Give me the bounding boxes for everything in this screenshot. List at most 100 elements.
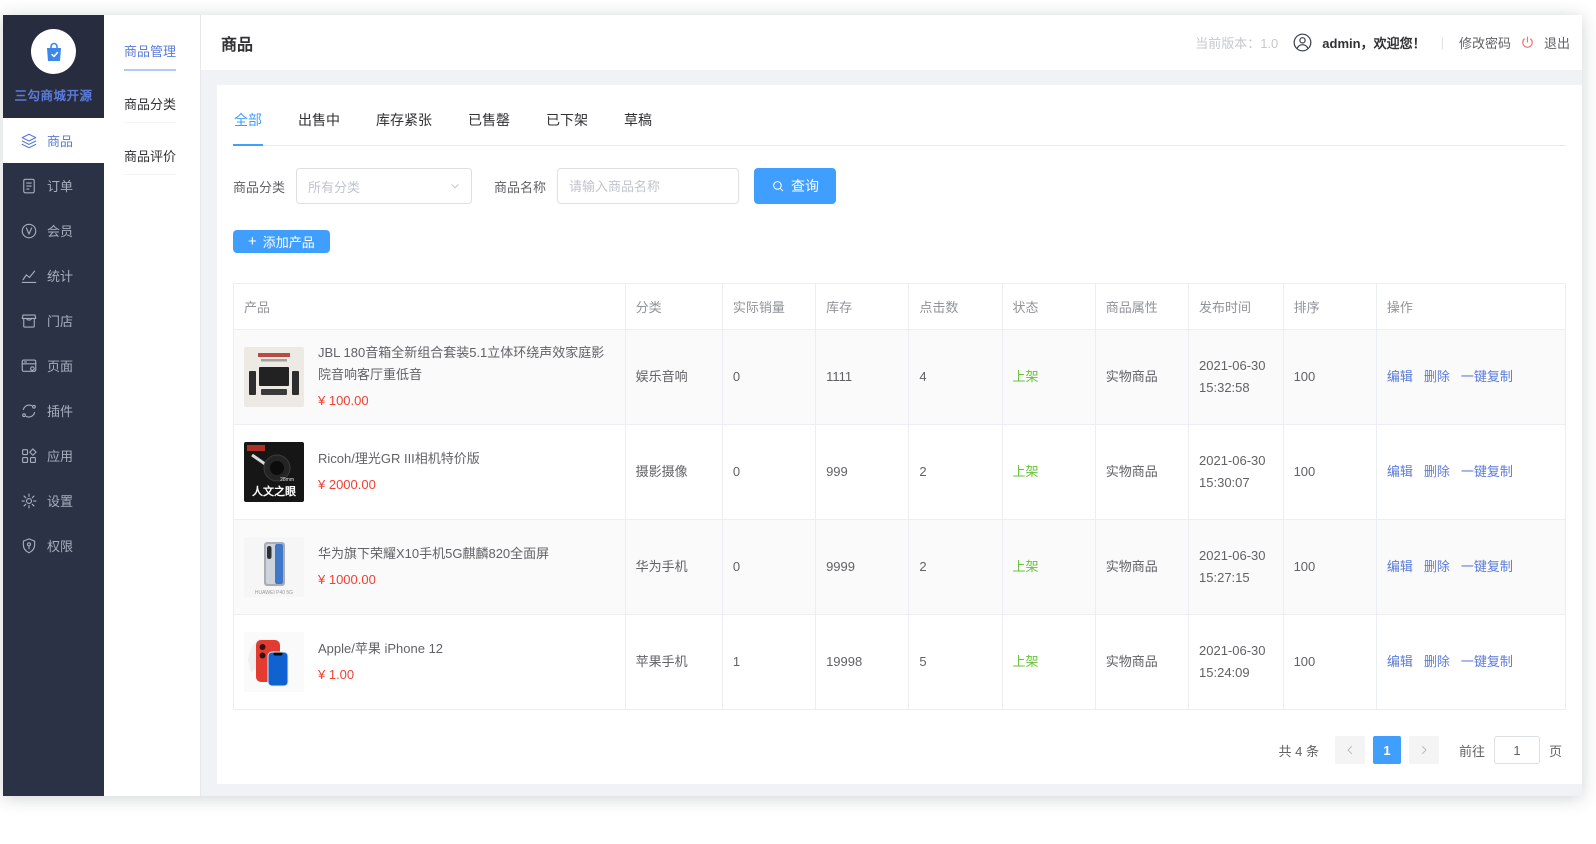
clicks-cell: 5 <box>908 614 1003 710</box>
column-header: 状态 <box>1001 283 1096 330</box>
page-unit-label: 页 <box>1548 743 1562 759</box>
search-button[interactable]: 查询 <box>754 168 837 204</box>
shield-icon <box>20 537 38 555</box>
edit-link[interactable]: 编辑 <box>1386 368 1413 384</box>
add-product-button[interactable]: + 添加产品 <box>233 230 330 253</box>
page-number-1[interactable]: 1 <box>1372 736 1401 764</box>
sidebar-item-apps[interactable]: 应用 <box>3 433 104 478</box>
submenu-item-goods-manage[interactable]: 商品管理 <box>124 41 177 71</box>
search-button-label: 查询 <box>791 178 820 194</box>
goto-label: 前往 <box>1458 743 1485 759</box>
product-info: Apple/苹果 iPhone 12 ¥ 1.00 <box>318 638 443 685</box>
product-price: ¥ 1.00 <box>318 666 355 682</box>
delete-link[interactable]: 删除 <box>1423 653 1450 669</box>
sidebar-item-label: 权限 <box>47 539 74 554</box>
change-password-link[interactable]: 修改密码 <box>1458 36 1511 51</box>
app-logo: 三勾商城开源 <box>3 15 104 118</box>
category-select[interactable]: 所有分类 <box>296 168 473 204</box>
published-cell: 2021-06-30 15:32:58 <box>1188 329 1284 425</box>
products-table-wrap: 产品 分类 实际销量 库存 点击数 状态 商品属性 发布时间 排序 操作 JBL 180音箱全新组… <box>233 283 1567 710</box>
sales-cell: 1 <box>721 614 817 710</box>
submenu-item-goods-category[interactable]: 商品分类 <box>124 94 177 123</box>
sidebar-item-settings[interactable]: 设置 <box>3 478 104 523</box>
category-cell: 华为手机 <box>624 519 723 615</box>
logout-link[interactable]: 退出 <box>1543 36 1570 51</box>
sidebar-item-plugins[interactable]: 插件 <box>3 388 104 433</box>
actions-cell: 编辑 删除 一键复制 <box>1375 519 1567 615</box>
status-tabs: 全部 出售中 库存紧张 已售罄 已下架 草稿 <box>233 108 1566 146</box>
prev-page-button[interactable] <box>1334 736 1365 764</box>
sales-cell: 0 <box>721 519 817 615</box>
sidebar-item-label: 会员 <box>47 224 74 239</box>
sidebar-item-pages[interactable]: 页面 <box>3 343 104 388</box>
copy-link[interactable]: 一键复制 <box>1460 653 1513 669</box>
search-icon <box>773 181 784 192</box>
next-page-button[interactable] <box>1408 736 1439 764</box>
goods-card: 全部 出售中 库存紧张 已售罄 已下架 草稿 商品分类 所有分类 商品名称 查询 <box>217 85 1582 784</box>
sidebar-item-orders[interactable]: 订单 <box>3 163 104 208</box>
product-info: JBL 180音箱全新组合套装5.1立体环绕声效家庭影院音响客厅重低音 ¥ 100… <box>318 342 615 411</box>
actions-cell: 编辑 删除 一键复制 <box>1375 614 1567 710</box>
status-toggle[interactable]: 上架 <box>1012 558 1039 574</box>
category-select-value: 所有分类 <box>308 179 361 195</box>
filter-row: 商品分类 所有分类 商品名称 查询 <box>233 168 1566 204</box>
sidebar-item-members[interactable]: 会员 <box>3 208 104 253</box>
attribute-cell: 实物商品 <box>1094 614 1190 710</box>
sort-cell: 100 <box>1282 519 1377 615</box>
clicks-cell: 2 <box>908 424 1003 520</box>
sidebar-item-goods[interactable]: 商品 <box>3 118 104 163</box>
delete-link[interactable]: 删除 <box>1423 558 1450 574</box>
sidebar-nav: 商品 订单会员统计 门店 页面 插件应用设置权限 <box>3 118 104 568</box>
status-toggle[interactable]: 上架 <box>1012 368 1039 384</box>
status-cell: 上架 <box>1001 424 1096 520</box>
tab-off-shelf[interactable]: 已下架 <box>546 112 588 128</box>
copy-link[interactable]: 一键复制 <box>1460 463 1513 479</box>
product-info: 华为旗下荣耀X10手机5G麒麟820全面屏 ¥ 1000.00 <box>318 543 549 590</box>
layers-icon <box>20 132 38 150</box>
edit-link[interactable]: 编辑 <box>1386 558 1413 574</box>
delete-link[interactable]: 删除 <box>1423 368 1450 384</box>
product-name-input[interactable] <box>557 168 740 204</box>
name-filter-label: 商品名称 <box>494 179 547 195</box>
tab-draft[interactable]: 草稿 <box>624 112 652 128</box>
pagination-total: 共 4 条 <box>1278 743 1319 759</box>
tab-on-sale[interactable]: 出售中 <box>298 112 340 128</box>
sales-cell: 0 <box>721 329 817 425</box>
plus-icon: + <box>248 233 257 250</box>
edit-link[interactable]: 编辑 <box>1386 653 1413 669</box>
product-cell: HUAWEI P40 5G 华为旗下荣耀X10手机5G麒麟820全面屏 ¥ 1000… <box>233 519 626 615</box>
app-window: 三勾商城开源 商品 订单 会员 统计 门店 页面 插件 应用 设置 权限 商品管理 商品分类 商品评价… <box>3 15 1582 796</box>
status-toggle[interactable]: 上架 <box>1012 653 1039 669</box>
shopping-bag-logo-icon <box>31 29 76 74</box>
sidebar-item-permissions[interactable]: 权限 <box>3 523 104 568</box>
column-header: 发布时间 <box>1188 283 1284 330</box>
sidebar-item-store[interactable]: 门店 <box>3 298 104 343</box>
status-toggle[interactable]: 上架 <box>1012 463 1039 479</box>
copy-link[interactable]: 一键复制 <box>1460 558 1513 574</box>
product-cell: JBL 180音箱全新组合套装5.1立体环绕声效家庭影院音响客厅重低音 ¥ 100… <box>233 329 626 425</box>
submenu-item-goods-review[interactable]: 商品评价 <box>124 146 177 175</box>
column-header: 分类 <box>624 283 723 330</box>
user-greeting: admin，欢迎您！ <box>1322 36 1426 51</box>
logo-text: 三勾商城开源 <box>14 89 93 103</box>
product-title: Ricoh/理光GR III相机特价版 <box>318 451 480 467</box>
goto-page-input[interactable] <box>1493 736 1540 764</box>
chevron-left-icon <box>1347 746 1352 754</box>
actions-cell: 编辑 删除 一键复制 <box>1375 329 1567 425</box>
copy-link[interactable]: 一键复制 <box>1460 368 1513 384</box>
tab-all[interactable]: 全部 <box>233 108 263 146</box>
version-label: 当前版本：1.0 <box>1195 36 1279 51</box>
sidebar-item-stats[interactable]: 统计 <box>3 253 104 298</box>
tab-low-stock[interactable]: 库存紧张 <box>376 112 432 128</box>
header-divider: | <box>1440 35 1444 50</box>
delete-link[interactable]: 删除 <box>1423 463 1450 479</box>
tab-sold-out[interactable]: 已售罄 <box>468 112 510 128</box>
sidebar-item-label: 应用 <box>47 449 74 464</box>
chevron-down-icon <box>451 184 459 189</box>
edit-link[interactable]: 编辑 <box>1386 463 1413 479</box>
product-price: ¥ 1000.00 <box>318 571 376 587</box>
attribute-cell: 实物商品 <box>1094 519 1190 615</box>
sidebar-item-label: 设置 <box>47 494 74 509</box>
main-area: 商品 当前版本：1.0 admin，欢迎您！ | 修改密码 退出 全部 出售中 库存… <box>201 15 1582 796</box>
product-title: 华为旗下荣耀X10手机5G麒麟820全面屏 <box>318 546 550 562</box>
